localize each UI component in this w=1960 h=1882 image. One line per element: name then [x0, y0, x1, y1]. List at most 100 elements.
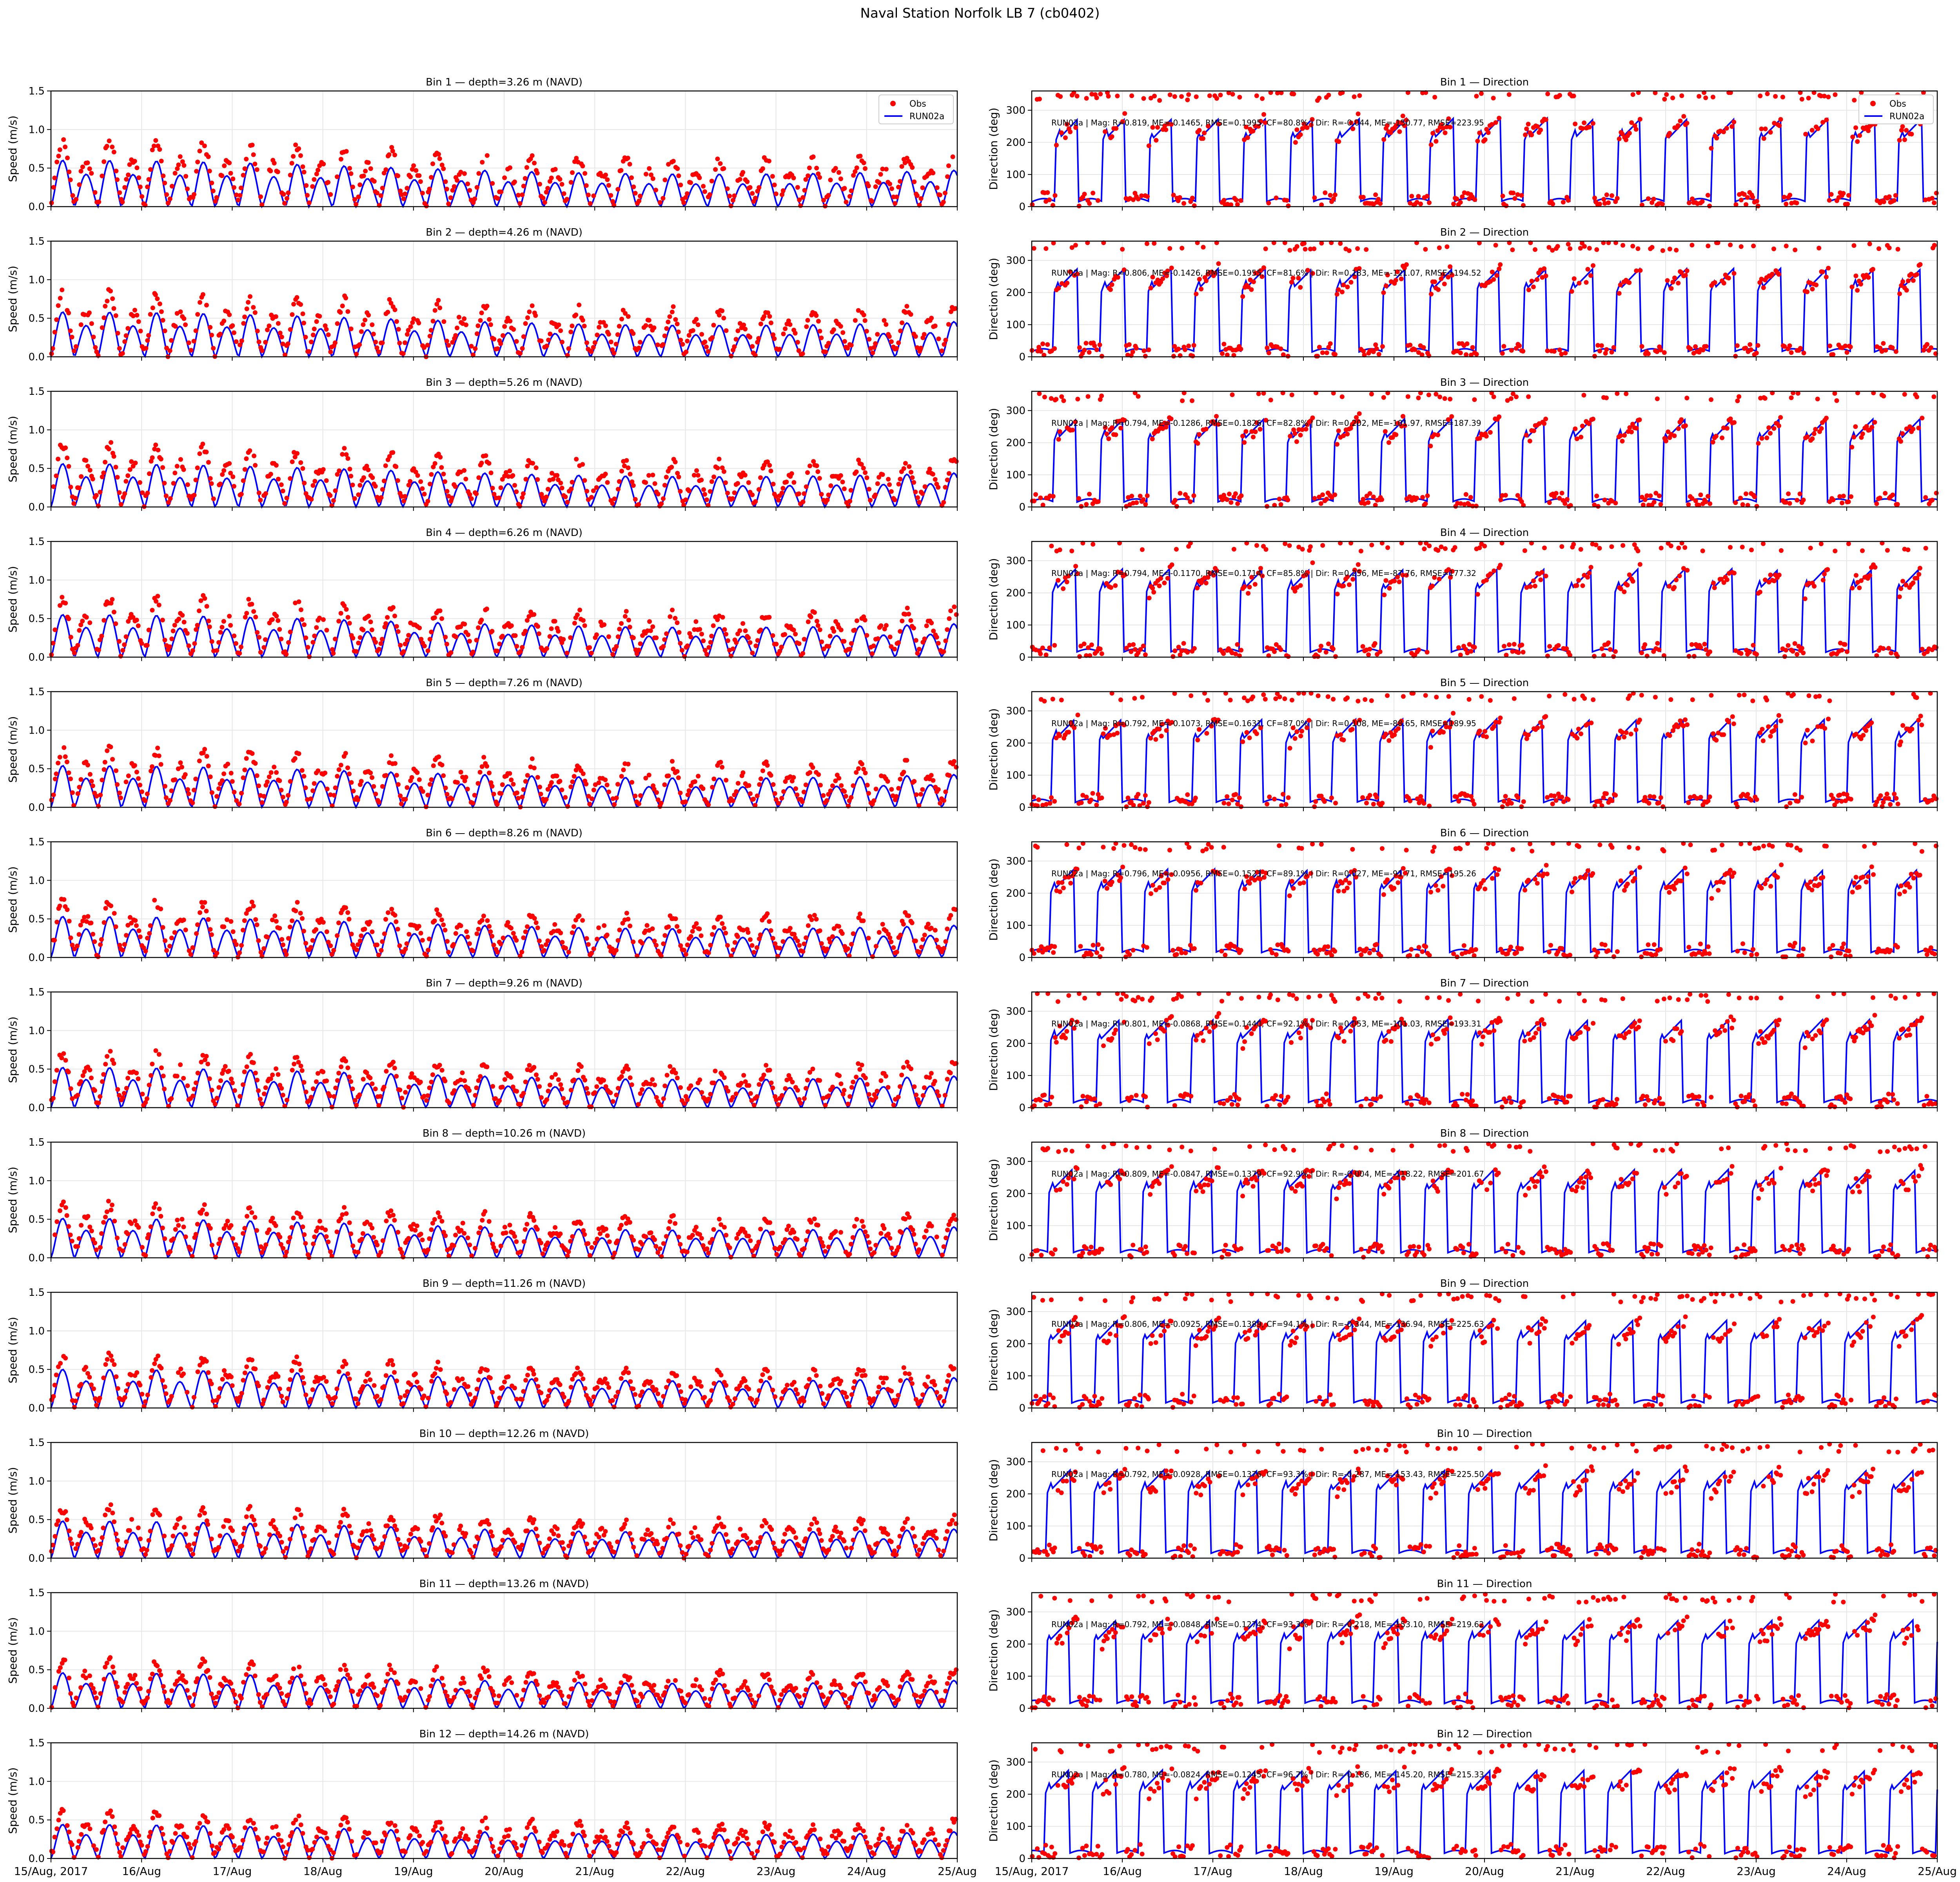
- obs-point: [1049, 543, 1054, 549]
- obs-point: [590, 796, 595, 801]
- obs-point: [251, 152, 256, 157]
- obs-point: [434, 302, 439, 307]
- obs-point: [172, 623, 177, 628]
- obs-point: [289, 161, 294, 166]
- obs-point: [361, 475, 366, 480]
- obs-point: [760, 166, 765, 171]
- obs-point: [1915, 576, 1920, 581]
- obs-point: [1625, 583, 1630, 588]
- obs-point: [1261, 265, 1266, 270]
- obs-point: [1231, 547, 1236, 552]
- obs-point: [167, 196, 172, 202]
- obs-point: [139, 641, 144, 646]
- obs-point: [238, 185, 243, 191]
- obs-point: [675, 322, 680, 327]
- obs-point: [1341, 583, 1346, 589]
- obs-point: [1576, 578, 1581, 583]
- obs-point: [321, 920, 326, 925]
- obs-point: [174, 464, 180, 469]
- obs-point: [110, 597, 115, 602]
- obs-point: [1211, 573, 1216, 578]
- obs-point: [1146, 800, 1151, 805]
- obs-point: [1400, 572, 1405, 578]
- obs-point: [49, 652, 54, 657]
- obs-point: [1705, 193, 1710, 198]
- y-tick-label: 300: [1006, 555, 1025, 567]
- obs-point: [909, 470, 914, 475]
- obs-point: [403, 191, 408, 196]
- obs-point: [589, 650, 594, 656]
- obs-point: [137, 480, 142, 485]
- y-tick-label: 0.0: [29, 952, 45, 964]
- obs-point: [1439, 276, 1444, 281]
- y-axis-label: Speed (m/s): [6, 566, 19, 633]
- obs-point: [1151, 590, 1156, 595]
- obs-point: [1474, 94, 1479, 99]
- obs-point: [214, 648, 220, 653]
- obs-point: [192, 641, 197, 646]
- obs-point: [701, 487, 706, 492]
- obs-point: [875, 481, 880, 486]
- obs-point: [1658, 347, 1663, 352]
- obs-point: [664, 326, 669, 331]
- obs-point: [73, 344, 78, 349]
- obs-point: [915, 193, 920, 198]
- obs-point: [1278, 647, 1283, 652]
- obs-point: [1519, 642, 1524, 647]
- obs-point: [565, 804, 570, 809]
- obs-point: [1655, 641, 1660, 646]
- obs-point: [1620, 439, 1625, 444]
- obs-point: [880, 472, 885, 477]
- obs-point: [936, 787, 941, 792]
- obs-point: [298, 302, 303, 307]
- y-tick-label: 200: [1006, 587, 1025, 599]
- obs-point: [1733, 648, 1738, 653]
- obs-point: [1160, 276, 1165, 281]
- obs-point: [280, 795, 285, 799]
- obs-point: [147, 931, 152, 936]
- obs-point: [1571, 542, 1576, 547]
- obs-point: [206, 618, 211, 623]
- obs-point: [167, 644, 172, 649]
- obs-point: [1216, 261, 1221, 266]
- obs-point: [77, 182, 82, 187]
- obs-point: [680, 342, 685, 347]
- obs-point: [1867, 573, 1872, 578]
- y-tick-label: 1.5: [29, 686, 45, 698]
- obs-point: [845, 346, 850, 351]
- obs-point: [1624, 730, 1629, 735]
- obs-point: [87, 310, 92, 315]
- obs-point: [1420, 495, 1425, 500]
- obs-point: [432, 615, 437, 620]
- obs-point: [94, 349, 99, 354]
- obs-point: [234, 339, 239, 344]
- obs-point: [1492, 724, 1497, 729]
- obs-point: [331, 651, 336, 656]
- obs-point: [1550, 248, 1555, 253]
- obs-point: [186, 340, 191, 345]
- obs-point: [591, 787, 596, 792]
- obs-point: [1162, 580, 1167, 585]
- obs-point: [1412, 347, 1417, 352]
- obs-point: [148, 167, 153, 172]
- obs-point: [153, 442, 158, 447]
- obs-point: [1227, 491, 1232, 496]
- obs-point: [258, 194, 263, 199]
- obs-point: [361, 173, 366, 178]
- obs-point: [777, 649, 782, 654]
- obs-point: [870, 651, 875, 656]
- obs-point: [781, 789, 786, 794]
- obs-point: [495, 196, 500, 201]
- obs-point: [1291, 91, 1296, 96]
- obs-point: [1795, 391, 1800, 396]
- obs-point: [379, 495, 384, 500]
- obs-point: [1087, 350, 1092, 355]
- obs-point: [1158, 280, 1163, 285]
- obs-point: [1547, 694, 1552, 699]
- obs-point: [670, 309, 675, 314]
- panel-title: Bin 1 — Direction: [1440, 76, 1529, 88]
- obs-point: [1738, 496, 1743, 501]
- obs-point: [1373, 192, 1378, 197]
- obs-point: [1809, 128, 1815, 133]
- obs-point: [889, 489, 894, 494]
